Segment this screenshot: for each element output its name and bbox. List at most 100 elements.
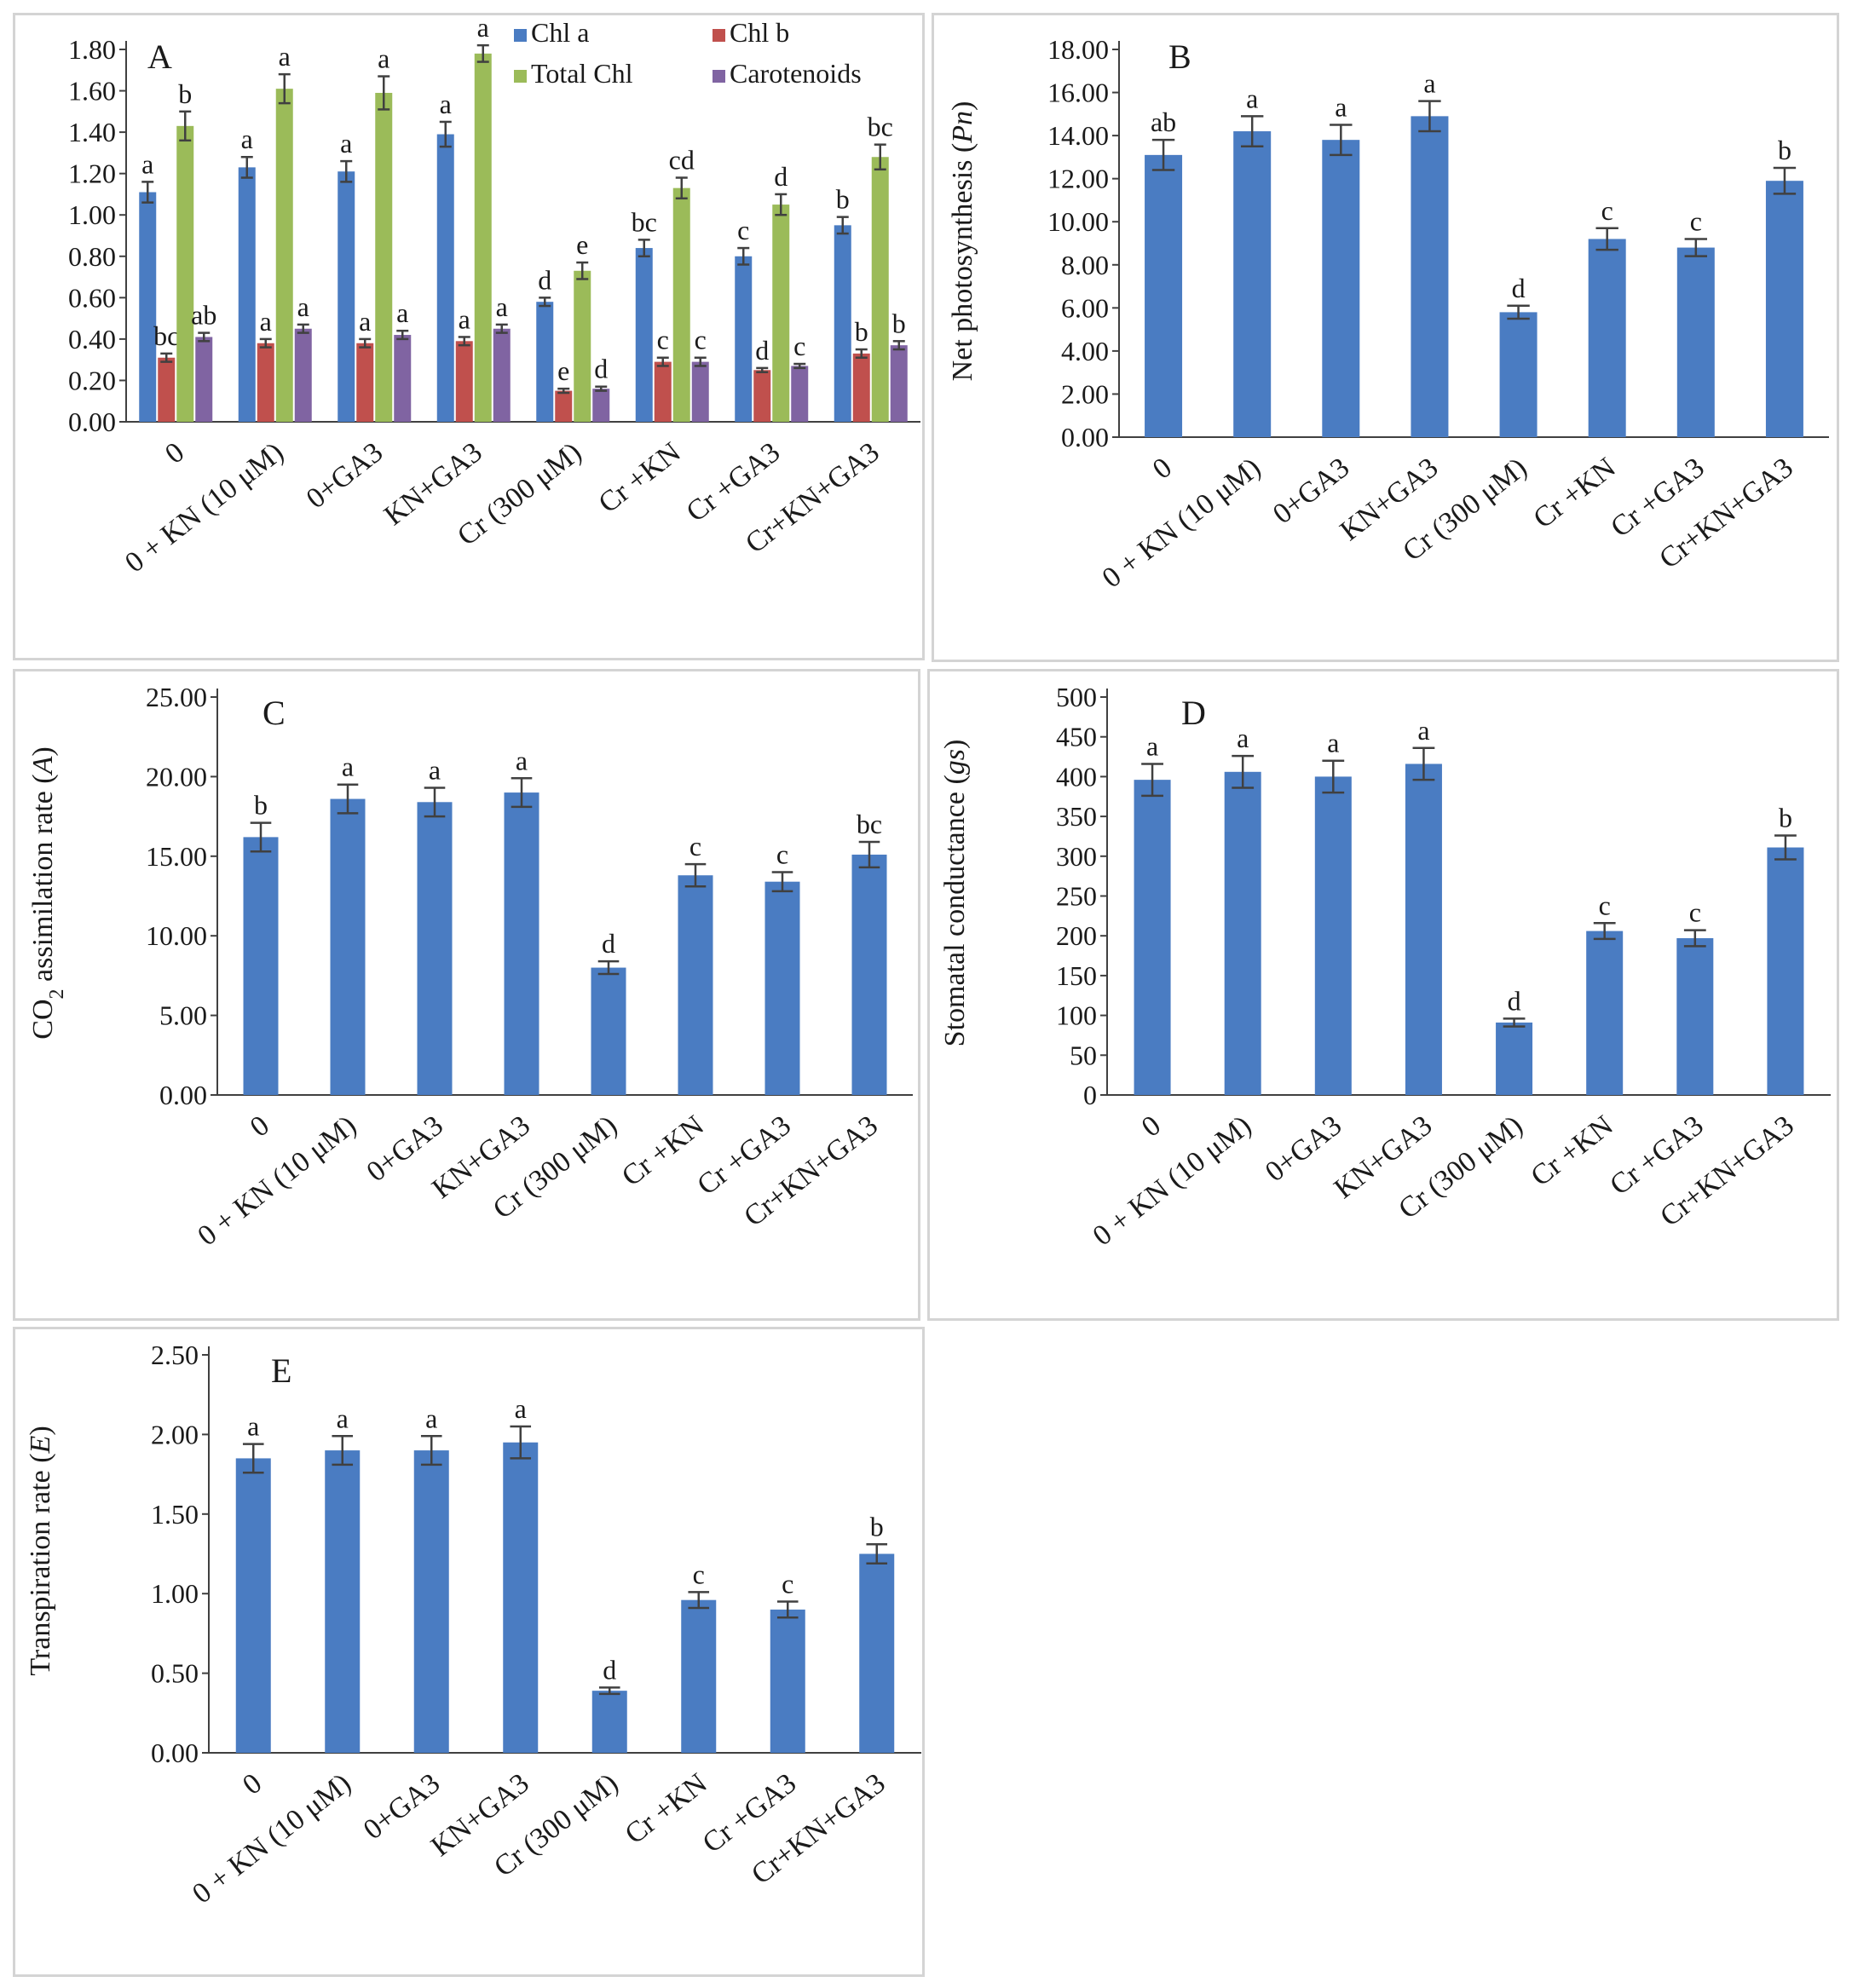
y-axis-title: CO2 assimilation rate (A) xyxy=(27,746,68,1039)
bar xyxy=(176,125,194,423)
significance-label: c xyxy=(695,325,707,355)
bar xyxy=(238,167,256,422)
bar xyxy=(195,337,213,422)
y-tick-label: 350 xyxy=(1056,801,1097,832)
significance-label: e xyxy=(557,355,569,386)
y-tick-label: 10.00 xyxy=(146,920,207,951)
bar xyxy=(1405,764,1442,1095)
significance-label: a xyxy=(247,1411,259,1442)
panel-a: 0.00 0.20 0.40 0.60 0.80 1.00 1.20 1.40 1.60 1.80… xyxy=(13,13,925,660)
y-tick-label: 1.00 xyxy=(151,1578,199,1609)
bar xyxy=(1134,780,1171,1095)
y-tick-label: 0.00 xyxy=(159,1080,207,1110)
category-label: 0 xyxy=(1136,1109,1167,1144)
significance-label: a xyxy=(337,1403,349,1433)
significance-label: a xyxy=(141,148,153,179)
y-tick-label: 0.00 xyxy=(1061,422,1109,452)
bar xyxy=(591,967,626,1095)
significance-label: ab xyxy=(191,300,216,331)
significance-label: c xyxy=(657,325,669,355)
chart-e: 0.00 0.50 1.00 1.50 2.00 2.50 a a a a d c c b 00 + KN … xyxy=(25,1340,921,1910)
y-tick-label: 15.00 xyxy=(146,841,207,872)
y-tick-label: 150 xyxy=(1056,960,1097,991)
significance-label: b xyxy=(892,308,906,338)
bar xyxy=(851,854,887,1095)
chart-a: 0.00 0.20 0.40 0.60 0.80 1.00 1.20 1.40 1.60 1.80… xyxy=(68,15,920,579)
significance-label: a xyxy=(516,745,528,775)
bar xyxy=(375,92,393,422)
y-tick-label: 1.60 xyxy=(68,76,116,107)
bar xyxy=(436,134,454,423)
bar xyxy=(1765,181,1803,437)
significance-label: b xyxy=(855,316,868,347)
significance-label: a xyxy=(459,303,470,334)
bar xyxy=(257,343,274,422)
significance-label: a xyxy=(378,43,389,74)
category-label: Cr +KN xyxy=(593,436,687,519)
significance-label: d xyxy=(1508,985,1521,1016)
significance-label: d xyxy=(602,928,615,959)
bar xyxy=(834,225,851,422)
y-tick-label: 16.00 xyxy=(1047,78,1109,108)
significance-label: ab xyxy=(1151,107,1176,137)
bar xyxy=(158,357,176,422)
legend-swatch xyxy=(514,70,527,83)
significance-label: b xyxy=(178,78,192,109)
y-tick-label: 0 xyxy=(1083,1080,1097,1110)
y-tick-label: 18.00 xyxy=(1047,34,1109,65)
bar xyxy=(871,157,889,422)
bar xyxy=(356,343,374,422)
bar xyxy=(591,1691,627,1753)
significance-label: c xyxy=(1689,897,1701,928)
bar xyxy=(417,802,453,1095)
significance-label: a xyxy=(1423,68,1435,99)
significance-label: a xyxy=(1335,91,1347,122)
y-tick-label: 2.00 xyxy=(151,1419,199,1449)
panel-label: B xyxy=(1168,37,1191,76)
significance-label: a xyxy=(1327,728,1339,758)
category-label: 0 xyxy=(245,1109,275,1144)
bar xyxy=(275,89,293,422)
significance-label: b xyxy=(1778,135,1791,165)
category-label: 0 + KN (10 μM) xyxy=(119,436,290,579)
legend-label: Chl b xyxy=(730,17,789,48)
significance-label: a xyxy=(425,1403,437,1433)
y-tick-label: 2.50 xyxy=(151,1340,199,1370)
bar xyxy=(691,361,709,422)
y-axis-title: Net photosynthesis (Pn) xyxy=(947,101,978,382)
y-tick-label: 1.20 xyxy=(68,158,116,189)
y-tick-label: 4.00 xyxy=(1061,336,1109,366)
y-tick-label: 0.80 xyxy=(68,241,116,272)
category-label: 0 xyxy=(159,436,190,470)
bar xyxy=(1676,247,1715,437)
panel-e: 0.00 0.50 1.00 1.50 2.00 2.50 a a a a d c c b 0 0 + KN … xyxy=(13,1327,925,1977)
bar xyxy=(735,256,753,422)
y-tick-label: 25.00 xyxy=(146,682,207,712)
significance-label: c xyxy=(793,331,805,361)
y-tick-label: 12.00 xyxy=(1047,164,1109,194)
y-tick-label: 0.40 xyxy=(68,324,116,354)
y-axis-title: Stomatal conductance (gs) xyxy=(939,740,971,1047)
category-label: 0+GA3 xyxy=(301,436,389,515)
panel-label: A xyxy=(147,37,172,76)
bar xyxy=(1586,931,1624,1095)
bar xyxy=(555,390,573,422)
significance-label: c xyxy=(1599,890,1611,920)
category-label: 0 + KN (10 μM) xyxy=(187,1767,357,1910)
significance-label: a xyxy=(340,128,352,158)
y-tick-label: 14.00 xyxy=(1047,120,1109,151)
y-tick-label: 450 xyxy=(1056,722,1097,752)
panel-label: D xyxy=(1181,694,1206,732)
bar xyxy=(536,302,554,422)
bar xyxy=(574,270,591,422)
bar xyxy=(859,1553,895,1753)
significance-label: a xyxy=(1237,723,1249,753)
significance-label: a xyxy=(1146,730,1158,761)
bar xyxy=(1233,131,1272,438)
bar xyxy=(1499,312,1538,437)
bar xyxy=(1767,847,1804,1095)
bar xyxy=(325,1450,361,1753)
bar xyxy=(139,192,157,422)
panel-d: 0 50 100 150 200 250 300 350 400 450 500 a a a a d c c b 0 0… xyxy=(927,669,1839,1321)
legend-label: Chl a xyxy=(531,17,589,48)
